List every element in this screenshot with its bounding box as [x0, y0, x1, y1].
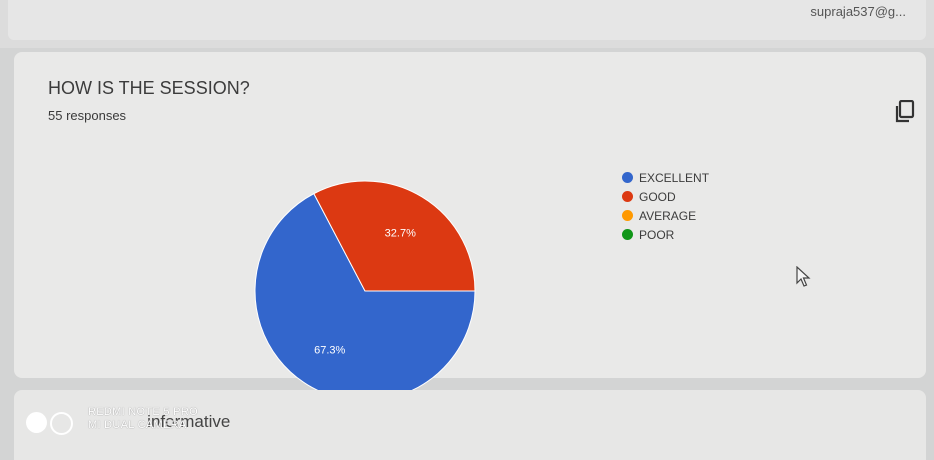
response-count: 55 responses	[48, 108, 127, 123]
legend-label-poor: POOR	[639, 227, 675, 242]
responder-row: supraja537@g...	[810, 4, 906, 19]
pie-slice-excellent	[254, 192, 476, 402]
legend-dot-average	[622, 210, 633, 221]
pie-label-excellent: 67.3%	[314, 344, 345, 356]
chart-legend: EXCELLENT GOOD AVERAGE POOR	[622, 168, 709, 244]
legend-item-excellent: EXCELLENT	[622, 168, 709, 187]
legend-label-average: AVERAGE	[639, 208, 697, 223]
camera-logo	[26, 412, 73, 435]
legend-label-excellent: EXCELLENT	[639, 170, 710, 185]
legend-item-average: AVERAGE	[622, 206, 709, 225]
next-question-text: informative	[147, 412, 231, 431]
camera-watermark: REDMI NOTE 5 PRO MI DUAL CAMERA	[26, 406, 198, 435]
next-question-title: Session was informative	[47, 412, 230, 432]
legend-item-poor: POOR	[622, 225, 709, 244]
pie-slice-good	[313, 180, 476, 292]
responder-email: supraja537@g...	[810, 4, 906, 19]
legend-label-good: GOOD	[639, 189, 676, 204]
watermark-line-1: REDMI NOTE 5 PRO	[88, 406, 198, 418]
legend-item-good: GOOD	[622, 187, 709, 206]
pie-label-good: 32.7%	[385, 228, 416, 240]
legend-dot-good	[622, 191, 633, 202]
copy-icon[interactable]	[894, 100, 916, 124]
question-title: HOW IS THE SESSION?	[48, 78, 250, 98]
mouse-pointer-icon	[796, 266, 811, 287]
watermark-text: REDMI NOTE 5 PRO MI DUAL CAMERA	[88, 406, 198, 432]
legend-dot-poor	[622, 229, 633, 240]
camera-logo-dot-filled	[26, 412, 47, 433]
watermark-line-2: MI DUAL CAMERA	[88, 419, 187, 431]
pie-chart: 67.3% 32.7%	[254, 180, 476, 402]
question-summary-card: HOW IS THE SESSION? 55 responses 67.3% 32…	[14, 52, 926, 402]
previous-question-card: supraja537@g...	[8, 0, 926, 40]
legend-dot-excellent	[622, 172, 633, 183]
camera-logo-dot-outline	[50, 412, 73, 435]
